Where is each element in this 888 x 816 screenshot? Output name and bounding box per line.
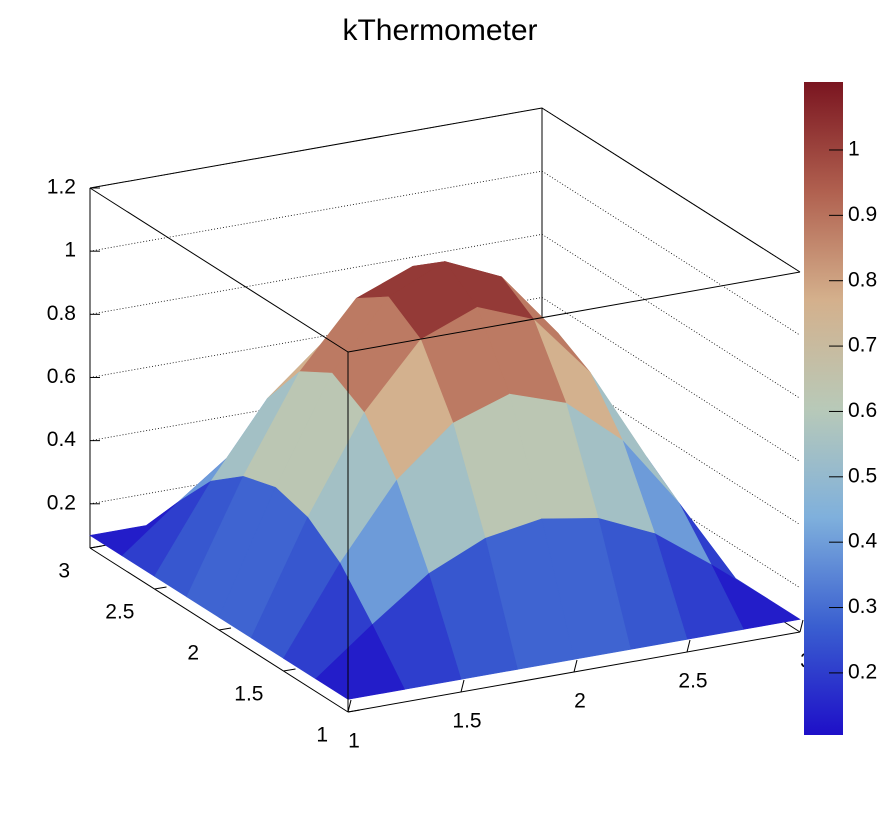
x-tick: [347, 699, 352, 713]
colorbar-tick-label: 0.7: [848, 334, 877, 357]
x-tick: [573, 659, 578, 673]
z-tick-label: 0.6: [47, 365, 76, 388]
z-tick-label: 1.2: [47, 176, 76, 199]
y-tick: [154, 586, 167, 590]
y-tick: [347, 709, 361, 713]
grid-line: [89, 170, 801, 336]
surface-cell: [315, 624, 405, 700]
x-tick: [460, 679, 465, 693]
x-tick-label: 1.5: [452, 710, 481, 733]
x-tick-label: 2.5: [678, 670, 707, 693]
x-tick-label: 1: [348, 730, 360, 753]
box-edge: [347, 271, 801, 353]
colorbar: [804, 82, 843, 735]
x-tick: [686, 639, 691, 653]
z-tick-label: 0.2: [47, 491, 76, 514]
x-tick: [799, 619, 804, 633]
z-tick-label: 0.8: [47, 302, 76, 325]
y-tick-label: 1: [316, 724, 328, 747]
colorbar-tick-label: 1: [848, 138, 860, 161]
y-tick: [89, 545, 103, 549]
z-tick-label: 0.4: [47, 428, 77, 451]
colorbar-tick-label: 0.8: [848, 268, 877, 291]
box-edge: [89, 107, 543, 189]
colorbar-tick-label: 0.6: [848, 399, 877, 422]
grid-line: [89, 297, 801, 462]
y-tick-label: 3: [58, 560, 70, 583]
colorbar-tick-label: 0.3: [848, 595, 877, 618]
x-tick-label: 2: [574, 690, 586, 713]
colorbar-tick-label: 0.9: [848, 203, 877, 226]
y-tick: [218, 627, 232, 631]
y-tick-label: 2.5: [105, 601, 134, 624]
box-edge: [89, 187, 349, 353]
chart-title: kThermometer: [342, 14, 537, 47]
colorbar-tick-label: 0.2: [848, 660, 877, 683]
y-tick-label: 1.5: [234, 683, 263, 706]
grid-line: [89, 107, 801, 273]
grid-line: [89, 233, 801, 399]
colorbar-tick-label: 0.5: [848, 464, 877, 487]
y-tick-label: 2: [187, 642, 199, 665]
colorbar-tick-label: 0.4: [848, 530, 878, 553]
y-tick: [283, 668, 296, 672]
z-tick-label: 1: [64, 239, 76, 262]
box-edge: [541, 107, 801, 273]
